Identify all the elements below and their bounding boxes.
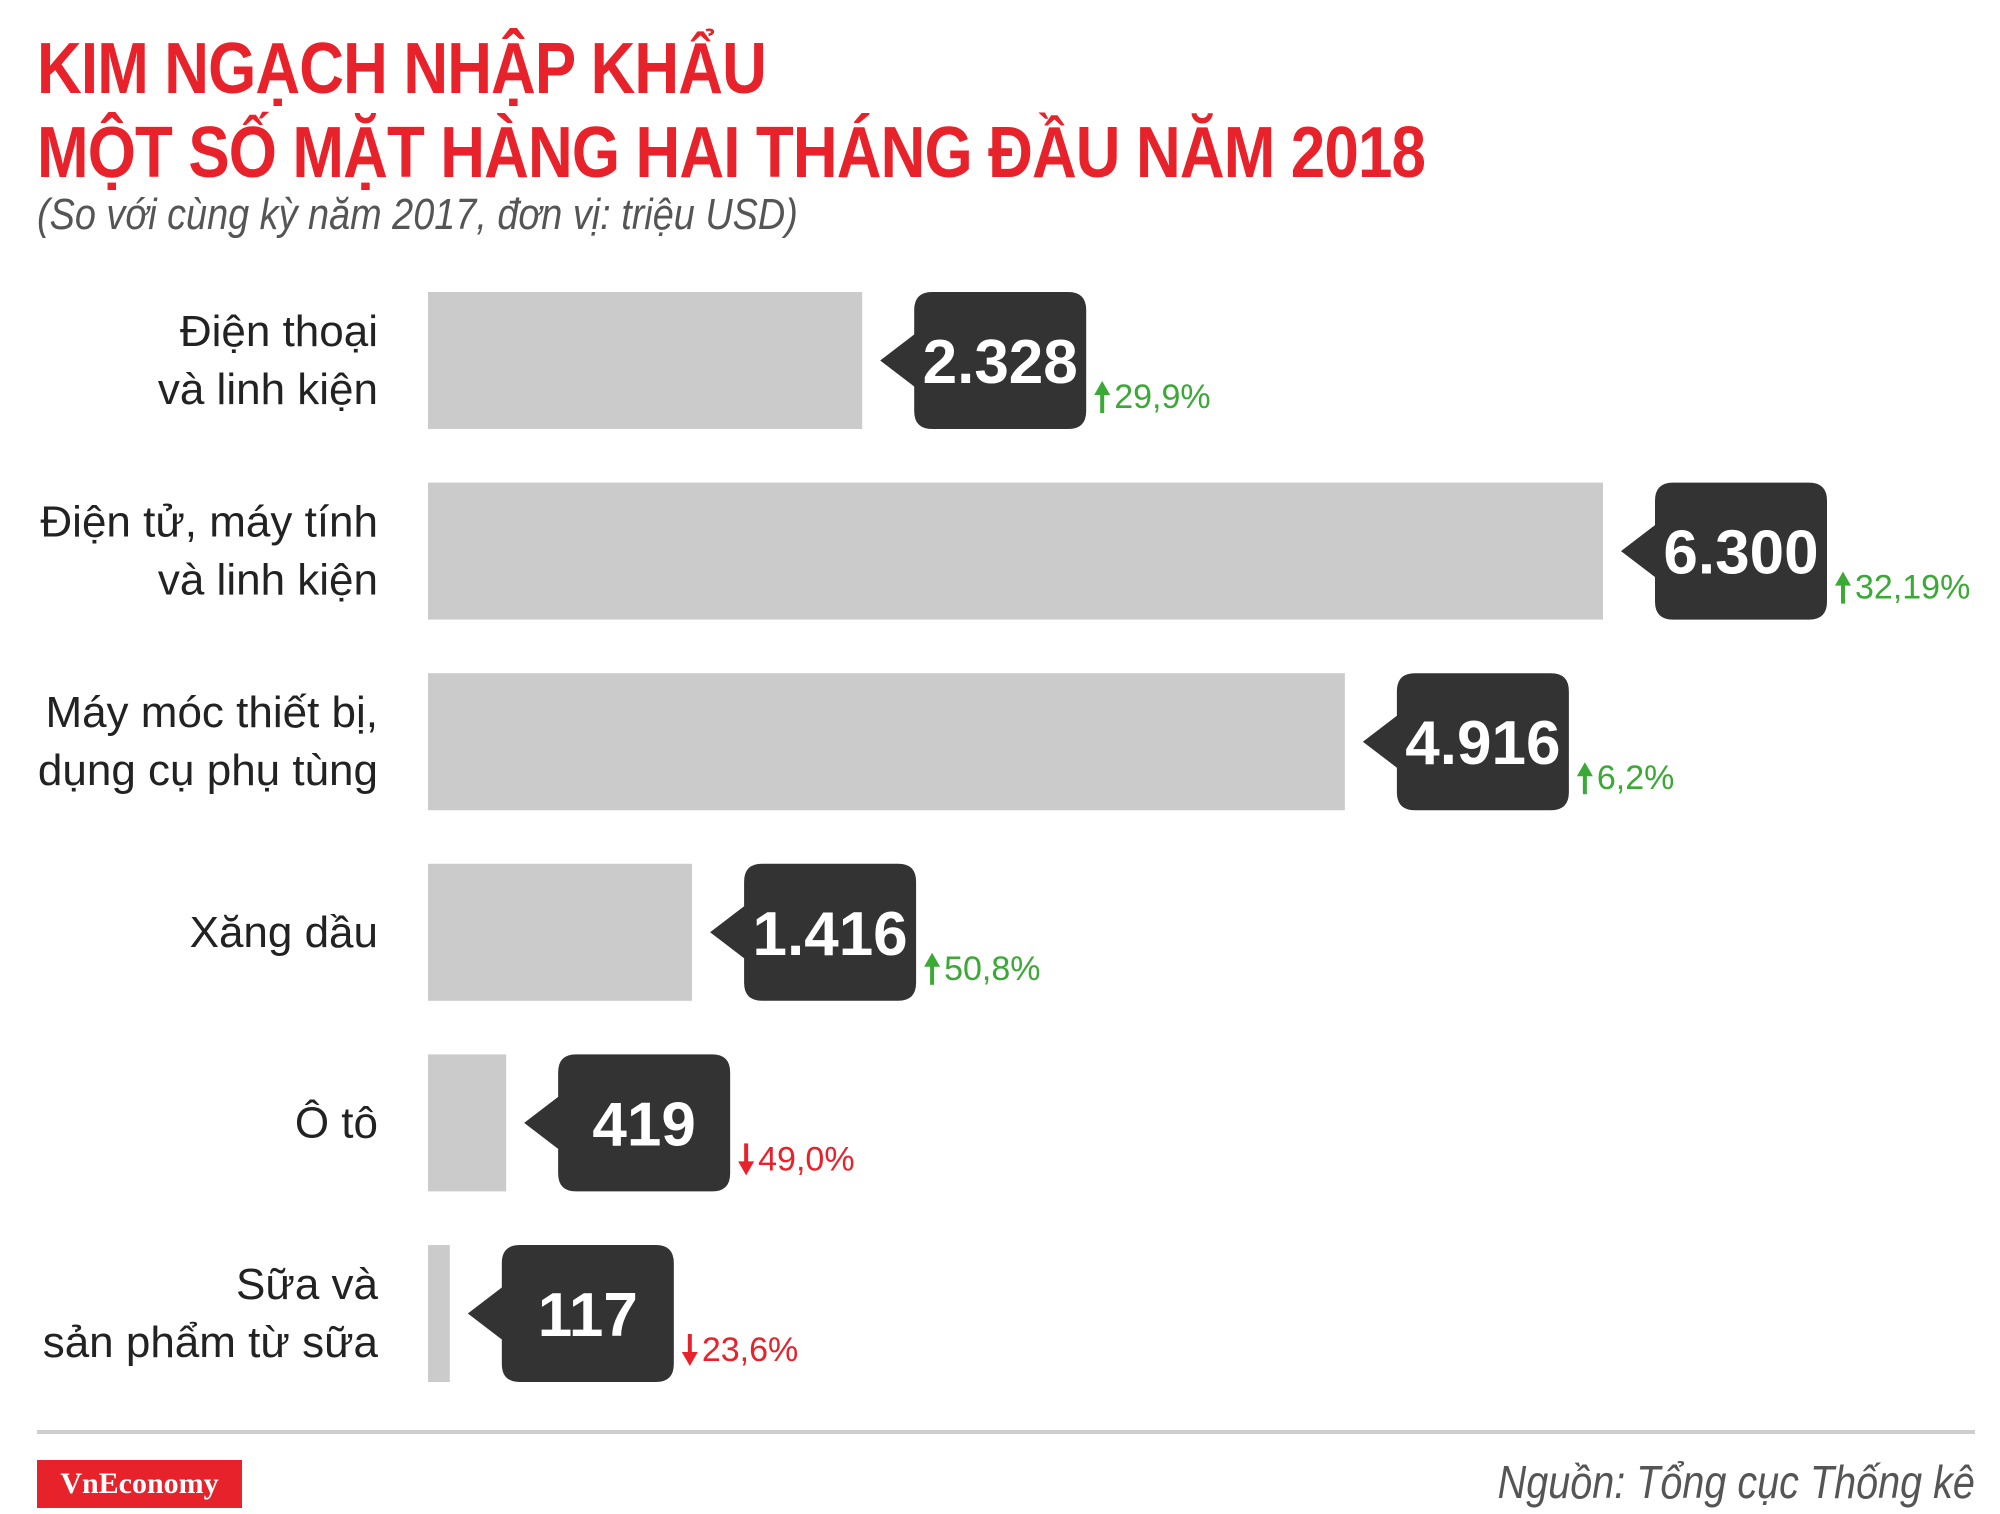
bar xyxy=(428,482,1603,620)
bar-group: Điện thoại và linh kiện 2.328 29,9% xyxy=(158,292,1211,429)
bar-group: Máy móc thiết bị, dụng cụ phụ tùng 4.916 6,… xyxy=(38,673,1675,811)
source-note: Nguồn: Tổng cục Thống kê xyxy=(1497,1456,1975,1508)
logo-text: VnEconomy xyxy=(60,1467,219,1500)
change-label: 6,2% xyxy=(1597,759,1675,797)
arrow-head xyxy=(738,1161,755,1176)
change-label: 49,0% xyxy=(758,1140,854,1178)
category-label: Ô tô xyxy=(295,1097,378,1147)
bar xyxy=(428,292,863,429)
vneconomy-logo: VnEconomy xyxy=(37,1460,242,1508)
category-label: Sữa và xyxy=(236,1260,378,1309)
category-label: Điện thoại xyxy=(180,307,378,356)
value-callout xyxy=(1621,482,1827,620)
value-label: 2.328 xyxy=(923,328,1078,397)
arrow-shaft xyxy=(687,1334,692,1354)
arrow-up-icon xyxy=(924,952,941,985)
value-label: 117 xyxy=(538,1281,638,1350)
category-label: Điện tử, máy tính xyxy=(40,498,378,547)
category-label: Xăng dầu xyxy=(190,908,378,957)
category-label: và linh kiện xyxy=(158,365,378,414)
arrow-down-icon xyxy=(738,1143,755,1176)
value-callout xyxy=(710,863,917,1001)
bar-group: Ô tô 419 49,0% xyxy=(295,1054,855,1192)
value-label: 4.916 xyxy=(1405,709,1560,778)
arrow-head xyxy=(681,1352,698,1366)
arrow-shaft xyxy=(1100,393,1105,413)
change-label: 32,19% xyxy=(1855,569,1970,607)
category-label: sản phẩm từ sữa xyxy=(43,1318,379,1367)
footer-divider xyxy=(37,1430,1975,1434)
value-callout xyxy=(880,292,1087,429)
change-label: 50,8% xyxy=(944,950,1040,988)
arrow-shaft xyxy=(744,1143,749,1164)
bar xyxy=(428,1054,507,1192)
value-callout xyxy=(1362,673,1569,811)
arrow-shaft xyxy=(930,964,935,985)
chart-title-line-2: MỘT SỐ MẶT HÀNG HAI THÁNG ĐẦU NĂM 2018 xyxy=(37,113,1426,193)
category-label: Máy móc thiết bị, xyxy=(45,688,378,737)
value-label: 6.300 xyxy=(1663,519,1818,588)
value-label: 1.416 xyxy=(753,900,908,969)
arrow-down-icon xyxy=(681,1334,698,1366)
chart-subtitle: (So với cùng kỳ năm 2017, đơn vị: triệu … xyxy=(37,190,798,239)
arrow-shaft xyxy=(1841,583,1845,604)
bar-chart: Điện thoại và linh kiện 2.328 29,9% Điện tử,… xyxy=(38,292,1970,1382)
bar xyxy=(428,863,693,1001)
category-label: và linh kiện xyxy=(158,556,378,605)
arrow-up-icon xyxy=(1835,571,1851,604)
chart-title-line-1: KIM NGẠCH NHẬP KHẨU xyxy=(37,29,767,109)
arrow-shaft xyxy=(1582,774,1587,795)
bar xyxy=(428,673,1345,811)
arrow-up-icon xyxy=(1094,381,1111,413)
arrow-head xyxy=(1576,762,1593,777)
change-label: 29,9% xyxy=(1114,378,1210,416)
bar-group: Xăng dầu 1.416 50,8% xyxy=(190,863,1041,1001)
arrow-head xyxy=(924,952,941,967)
value-callout xyxy=(524,1054,731,1192)
value-label: 419 xyxy=(592,1090,695,1159)
arrow-up-icon xyxy=(1576,762,1593,795)
category-label: dụng cụ phụ tùng xyxy=(38,746,378,795)
arrow-head xyxy=(1835,571,1851,586)
change-label: 23,6% xyxy=(702,1331,798,1369)
bar-group: Sữa và sản phẩm từ sữa 117 23,6% xyxy=(43,1245,798,1382)
bar xyxy=(428,1245,450,1382)
bar-group: Điện tử, máy tính và linh kiện 6.300 32,19% xyxy=(40,482,1970,620)
arrow-head xyxy=(1094,381,1111,395)
value-callout xyxy=(467,1245,674,1382)
